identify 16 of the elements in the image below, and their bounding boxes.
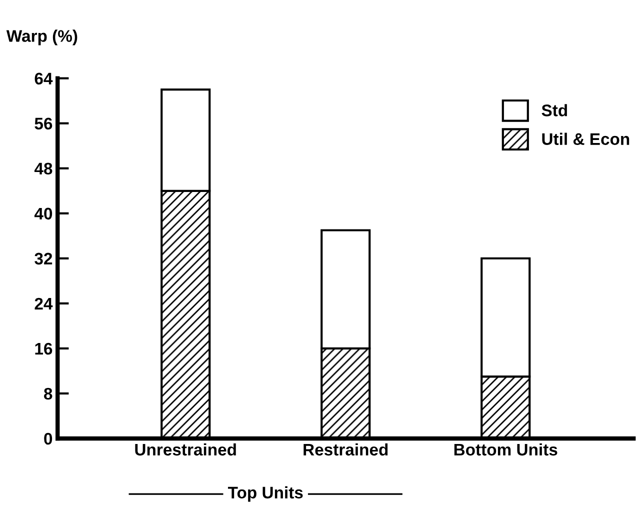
y-axis-title: Warp (%): [6, 30, 78, 46]
y-tick-label: 64: [34, 72, 53, 85]
y-tick-label: 32: [34, 252, 52, 265]
y-tick-label: 48: [34, 162, 52, 175]
y-tick-label: 0: [44, 432, 52, 445]
y-tick-label: 56: [34, 118, 52, 130]
x-tick-label: Restrained: [304, 443, 388, 456]
y-tick-label: 16: [35, 342, 52, 355]
y-tick-label: 24: [34, 298, 53, 310]
y-tick-label: 40: [34, 208, 52, 220]
legend-label: Util & Econ: [542, 132, 630, 145]
x-tick-label: Unrestrained: [135, 443, 236, 456]
y-tick-label: 8: [44, 388, 52, 400]
x-tick-label: Bottom Units: [454, 443, 558, 456]
legend-label: Std: [542, 104, 567, 116]
text: Top Units: [228, 486, 303, 502]
